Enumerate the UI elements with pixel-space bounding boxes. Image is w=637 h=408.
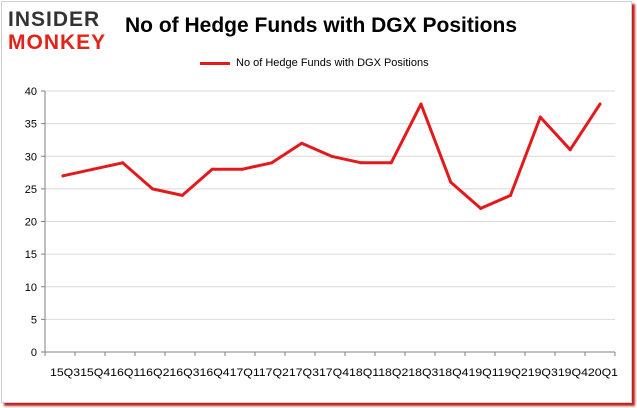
data-point <box>598 102 602 106</box>
data-point <box>91 167 95 171</box>
y-axis-ticks: 0 5 10 15 20 25 30 35 40 <box>25 86 45 359</box>
series-line <box>61 102 602 210</box>
y-tick-label: 15 <box>25 249 37 261</box>
y-tick-label: 0 <box>31 347 37 359</box>
data-point <box>479 206 483 210</box>
data-point <box>568 148 572 152</box>
data-point <box>330 154 333 158</box>
y-tick-label: 30 <box>25 151 37 163</box>
logo-line-2: MONKEY <box>8 31 107 54</box>
data-point <box>419 102 423 106</box>
data-point <box>61 174 65 178</box>
legend-swatch <box>200 61 230 65</box>
data-point <box>538 115 542 119</box>
y-tick-label: 10 <box>25 282 37 294</box>
y-tick-label: 25 <box>25 184 37 196</box>
y-tick-label: 5 <box>31 314 37 326</box>
data-point <box>240 167 244 171</box>
axes <box>44 91 616 356</box>
data-point <box>210 167 214 171</box>
data-point <box>359 161 363 165</box>
data-point <box>300 141 304 145</box>
data-point <box>270 161 274 165</box>
logo-line-1: INSIDER <box>8 8 101 31</box>
insider-monkey-logo: INSIDER MONKEY <box>8 6 114 56</box>
chart-title: No of Hedge Funds with DGX Positions <box>125 14 517 37</box>
y-tick-label: 35 <box>25 119 37 131</box>
y-tick-label: 20 <box>25 217 37 229</box>
data-point <box>180 193 184 197</box>
data-point <box>121 161 125 165</box>
x-axis-tick-labels: 15Q315Q416Q116Q216Q316Q417Q117Q217Q317Q4… <box>50 367 618 379</box>
chart-legend: No of Hedge Funds with DGX Positions <box>200 57 429 69</box>
y-tick-label: 40 <box>25 86 37 98</box>
data-point <box>389 161 393 165</box>
legend-label: No of Hedge Funds with DGX Positions <box>236 57 429 69</box>
data-point <box>509 193 512 197</box>
grid-lines <box>45 90 615 320</box>
chart-frame <box>1 1 632 403</box>
data-point <box>449 180 453 184</box>
data-point <box>151 187 154 191</box>
